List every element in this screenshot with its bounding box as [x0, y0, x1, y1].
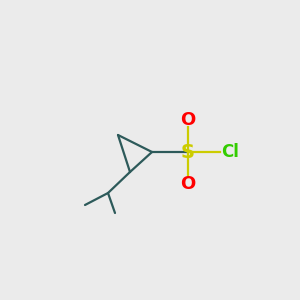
Text: O: O [180, 111, 196, 129]
Text: Cl: Cl [221, 143, 239, 161]
Text: S: S [181, 142, 195, 161]
Text: O: O [180, 175, 196, 193]
